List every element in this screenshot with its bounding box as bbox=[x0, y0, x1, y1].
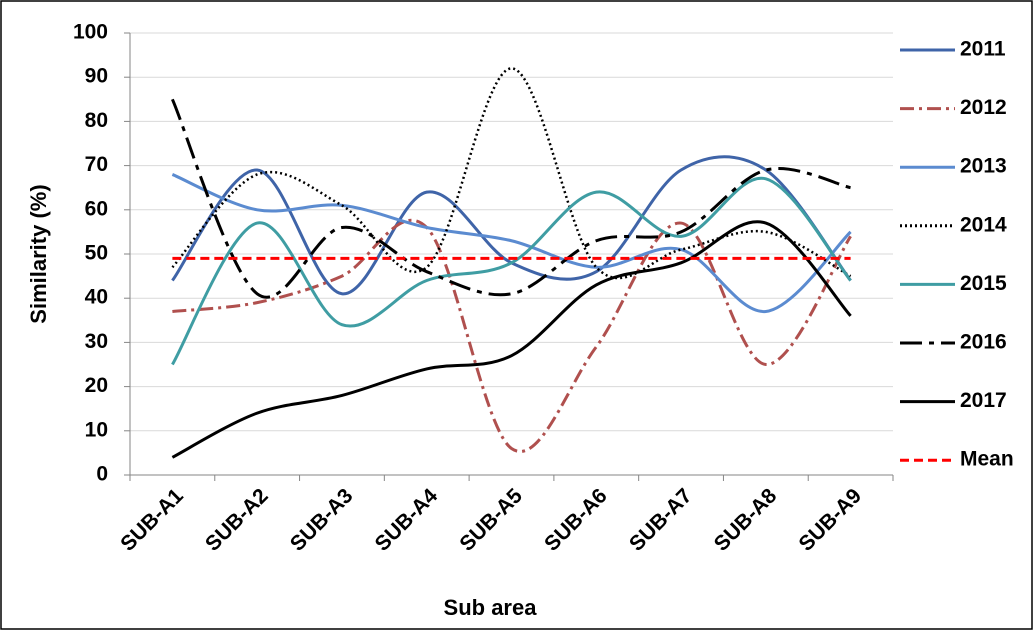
series-line bbox=[172, 218, 852, 453]
legend-label: 2014 bbox=[960, 213, 1007, 236]
y-tick-label: 50 bbox=[85, 242, 108, 265]
x-axis-title: Sub area bbox=[444, 595, 538, 620]
series-line bbox=[171, 155, 852, 296]
y-tick-label: 80 bbox=[85, 109, 108, 132]
y-tick-label: 100 bbox=[73, 21, 108, 44]
series-line bbox=[171, 176, 852, 366]
y-tick-label: 90 bbox=[85, 65, 108, 88]
y-tick-label: 70 bbox=[85, 153, 108, 176]
legend-label: 2013 bbox=[960, 155, 1007, 178]
legend-label: 2016 bbox=[960, 331, 1007, 354]
y-tick-label: 20 bbox=[85, 374, 108, 397]
y-tick-label: 60 bbox=[85, 197, 108, 220]
series-line bbox=[171, 173, 852, 313]
legend-label: 2012 bbox=[960, 96, 1007, 119]
legend-label: 2015 bbox=[960, 272, 1007, 295]
y-tick-label: 0 bbox=[96, 463, 108, 486]
series-line bbox=[171, 220, 852, 459]
legend-label: 2011 bbox=[960, 38, 1006, 61]
series-line bbox=[171, 98, 851, 299]
y-tick-label: 40 bbox=[85, 286, 108, 309]
legend-label: 2017 bbox=[960, 389, 1007, 412]
y-axis-title: Similarity (%) bbox=[26, 184, 51, 323]
legend-label: Mean bbox=[960, 448, 1014, 471]
y-tick-label: 10 bbox=[85, 418, 108, 441]
y-tick-label: 30 bbox=[85, 330, 108, 353]
